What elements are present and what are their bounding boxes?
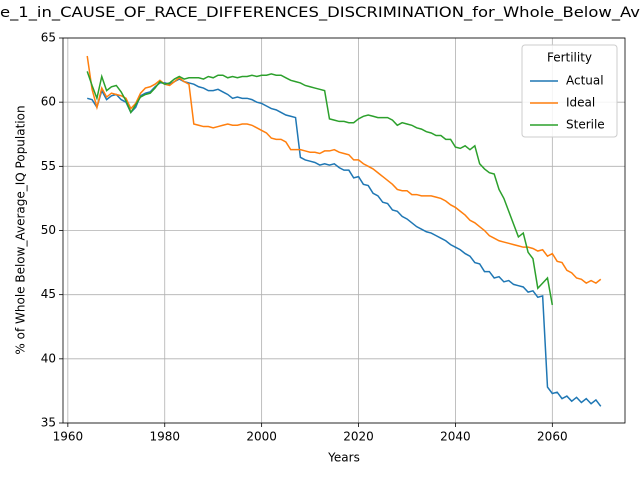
x-tick-label: 2060 <box>537 430 568 444</box>
legend-title: Fertility <box>547 51 592 65</box>
line <box>86 55 602 285</box>
x-tick-label: 2000 <box>246 430 277 444</box>
line <box>86 71 554 306</box>
x-axis-label: Years <box>327 451 360 465</box>
plot-frame <box>62 37 626 424</box>
legend-label: Ideal <box>566 96 595 110</box>
x-tick-label: 2040 <box>440 430 471 444</box>
x-tick-label: 1960 <box>53 430 84 444</box>
y-tick-label: 65 <box>41 31 56 45</box>
chart-title: e_1_in_CAUSE_OF_RACE_DIFFERENCES_DISCRIM… <box>0 5 640 21</box>
legend-label: Sterile <box>566 118 605 132</box>
x-tick-label: 1980 <box>149 430 180 444</box>
legend-label: Actual <box>566 74 604 88</box>
y-tick-label: 40 <box>41 351 56 365</box>
y-axis-label: % of Whole Below_Average_IQ Population <box>14 105 28 354</box>
legend-box <box>521 44 618 138</box>
x-tick-label: 2020 <box>343 430 374 444</box>
y-tick-label: 55 <box>41 159 56 173</box>
y-tick-label: 35 <box>41 416 56 430</box>
legend: Fertility Actual Ideal Sterile <box>521 44 618 138</box>
y-tick-label: 50 <box>41 223 56 237</box>
y-tick-label: 60 <box>41 95 56 109</box>
y-tick-label: 45 <box>41 287 56 301</box>
